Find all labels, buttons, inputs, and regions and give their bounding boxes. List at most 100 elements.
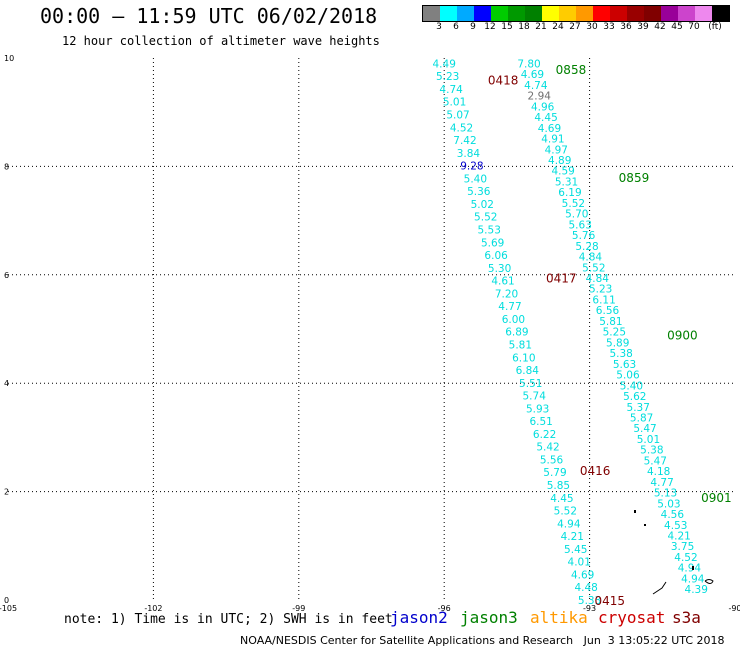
wave-height-value: 6.00 xyxy=(502,314,525,326)
wave-height-value: 5.62 xyxy=(623,391,646,403)
pass-time-label: 0901 xyxy=(701,491,732,505)
wave-height-value: 4.45 xyxy=(550,493,573,505)
wave-height-value: 4.52 xyxy=(450,122,473,134)
wave-height-value: 5.85 xyxy=(547,480,570,492)
color-swatch xyxy=(491,6,508,21)
color-swatch xyxy=(508,6,525,21)
color-scale-label: 15 xyxy=(501,22,513,32)
wave-height-value: 5.28 xyxy=(575,241,598,253)
wave-height-value: 4.94 xyxy=(681,573,705,585)
pass-time-label: 0415 xyxy=(594,594,625,608)
color-scale-label: 3 xyxy=(436,22,442,32)
wave-height-value: 4.97 xyxy=(545,144,568,156)
wave-height-value: 4.94 xyxy=(678,563,702,575)
wave-height-value: 5.31 xyxy=(555,176,578,188)
color-swatch xyxy=(423,6,440,21)
color-scale-bar xyxy=(422,5,730,22)
wave-height-value: 4.01 xyxy=(568,557,591,569)
wave-height-value: 5.69 xyxy=(481,237,504,249)
wave-height-value: 4.21 xyxy=(667,531,690,543)
color-swatch xyxy=(610,6,627,21)
x-tick-label: -96 xyxy=(438,604,451,613)
y-tick-label: 8 xyxy=(4,162,9,171)
wave-height-value: 6.10 xyxy=(512,352,535,364)
wave-height-value: 4.53 xyxy=(664,520,687,532)
wave-height-value: 5.25 xyxy=(603,327,626,339)
wave-height-value: 4.74 xyxy=(439,84,463,96)
satellite-cryosat-label: cryosat xyxy=(598,608,666,627)
wave-height-value: 5.51 xyxy=(519,378,542,390)
wave-height-value: 5.63 xyxy=(613,359,636,371)
color-swatch xyxy=(474,6,491,21)
x-tick-label: -90 xyxy=(728,604,740,613)
color-swatch xyxy=(440,6,457,21)
wave-height-value: 6.84 xyxy=(516,365,540,377)
color-scale-label: 42 xyxy=(654,22,666,32)
pass-time-label: 0858 xyxy=(556,63,587,77)
wave-height-value: 5.47 xyxy=(633,423,656,435)
color-scale-unit: (ft) xyxy=(708,22,722,32)
wave-height-value: 4.49 xyxy=(433,58,456,70)
color-scale-label: 6 xyxy=(453,22,459,32)
y-tick-label: 6 xyxy=(4,271,9,280)
wave-height-value: 5.36 xyxy=(467,186,491,198)
wave-height-value: 5.33 xyxy=(578,595,601,607)
color-swatch xyxy=(457,6,474,21)
wave-height-value: 4.77 xyxy=(650,477,673,489)
wave-height-value: 4.52 xyxy=(674,552,697,564)
wave-height-value: 5.52 xyxy=(474,212,497,224)
color-scale-label: 27 xyxy=(569,22,581,32)
page-subtitle: 12 hour collection of altimeter wave hei… xyxy=(62,34,380,48)
y-tick-label: 2 xyxy=(4,488,9,497)
color-swatch xyxy=(627,6,644,21)
wave-height-value: 5.02 xyxy=(471,199,494,211)
wave-height-value: 4.18 xyxy=(647,466,670,478)
wave-height-value: 4.84 xyxy=(586,273,610,285)
color-swatch xyxy=(542,6,559,21)
wave-height-value: 5.23 xyxy=(436,71,459,83)
wave-height-value: 5.76 xyxy=(572,230,596,242)
y-tick-label: 0 xyxy=(4,596,9,605)
wave-height-value: 5.01 xyxy=(637,434,660,446)
wave-height-value: 4.69 xyxy=(521,69,544,81)
pass-time-label: 0418 xyxy=(488,74,519,88)
wave-height-value: 5.42 xyxy=(536,442,559,454)
y-tick-label: 4 xyxy=(4,379,9,388)
satellite-s3a-label: s3a xyxy=(672,608,701,627)
wave-height-value: 5.81 xyxy=(599,316,622,328)
pass-time-label: 0900 xyxy=(667,328,698,342)
color-swatch xyxy=(559,6,576,21)
y-tick-label: 10 xyxy=(4,54,14,63)
color-scale-label: 24 xyxy=(552,22,564,32)
island-dot xyxy=(644,524,646,526)
color-swatch xyxy=(661,6,678,21)
pass-time-label: 0416 xyxy=(580,464,611,478)
wave-height-value: 4.61 xyxy=(491,276,514,288)
wave-height-value: 5.45 xyxy=(564,544,587,556)
wave-height-value: 5.52 xyxy=(554,506,577,518)
x-tick-label: -93 xyxy=(583,604,596,613)
color-scale-label: 39 xyxy=(637,22,649,32)
island-outline xyxy=(704,579,714,584)
x-tick-label: -99 xyxy=(292,604,305,613)
wave-height-value: 5.13 xyxy=(654,488,677,500)
wave-height-value: 6.56 xyxy=(596,305,620,317)
wave-height-value: 4.69 xyxy=(538,123,561,135)
color-swatch xyxy=(525,6,542,21)
island-dot xyxy=(634,510,636,513)
wave-height-value: 5.23 xyxy=(589,284,612,296)
wave-height-value: 4.48 xyxy=(574,582,597,594)
footnote: note: 1) Time is in UTC; 2) SWH is in fe… xyxy=(64,612,393,627)
color-swatch xyxy=(695,6,712,21)
color-scale-label: 36 xyxy=(620,22,632,32)
wave-height-value: 6.22 xyxy=(533,429,556,441)
color-scale-label: 33 xyxy=(603,22,615,32)
wave-height-value: 3.75 xyxy=(671,541,694,553)
wave-height-value: 5.93 xyxy=(526,403,549,415)
wave-height-value: 7.80 xyxy=(517,58,540,70)
wave-height-value: 5.38 xyxy=(609,348,632,360)
color-scale-label: 18 xyxy=(518,22,530,32)
wave-height-value: 4.21 xyxy=(561,531,584,543)
wave-height-value: 4.89 xyxy=(548,155,571,167)
